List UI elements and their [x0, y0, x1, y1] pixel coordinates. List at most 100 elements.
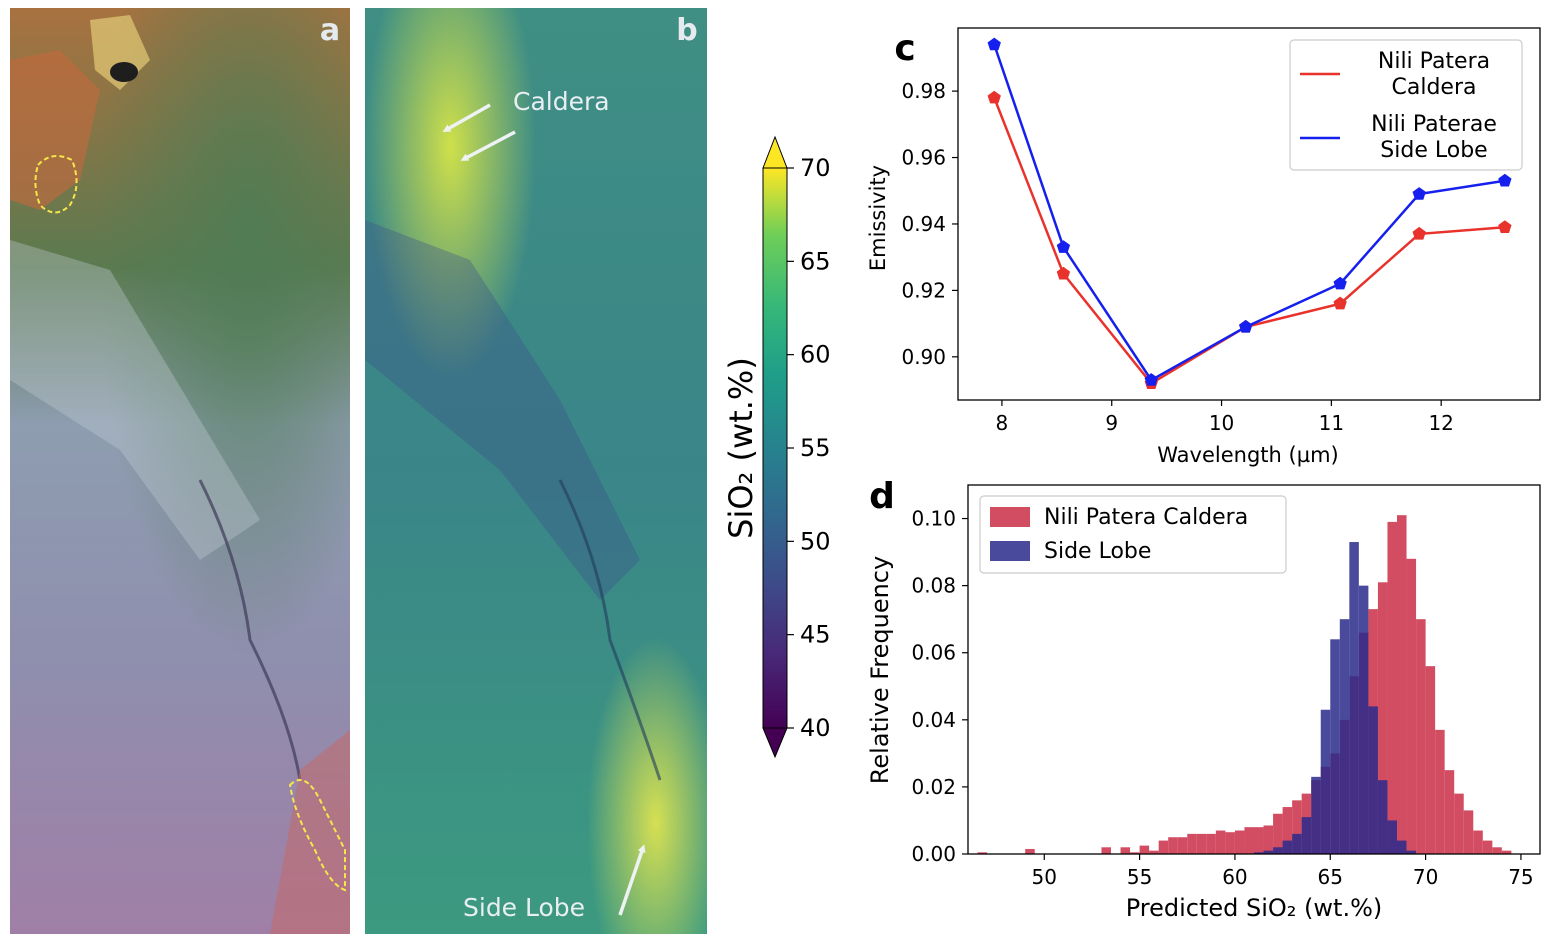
chart-d-ytick-label: 0.08: [911, 574, 956, 598]
panel-c-chart: 8 9 10 11 12 0.90 0.92 0.94 0.96 0.98 Wavelength …: [866, 27, 1541, 467]
legend-swatch-side-lobe: [990, 541, 1030, 561]
histogram-bar-nili-patera-caldera: [1149, 850, 1159, 854]
histogram-bar-nili-patera-caldera: [1244, 827, 1254, 854]
histogram-bar-side-lobe: [1406, 850, 1417, 854]
histogram-bar-side-lobe: [1320, 709, 1331, 854]
data-point-nili-patera-caldera: [1412, 226, 1426, 240]
chart-d-bars: [977, 515, 1512, 854]
chart-d-ytick-label: 0.00: [911, 842, 956, 866]
chart-d-xtick-label: 75: [1508, 865, 1533, 889]
chart-c-ytick-label: 0.98: [901, 79, 946, 103]
caldera-arrow-2: [460, 130, 516, 161]
histogram-bar-nili-patera-caldera: [1101, 847, 1111, 854]
histogram-bar-nili-patera-caldera: [1196, 833, 1207, 854]
colorbar: 70 65 60 55 50 45 40 SiO₂ (wt.%): [722, 135, 831, 759]
histogram-bar-nili-patera-caldera: [1501, 850, 1512, 854]
chart-c-xtick-label: 10: [1209, 411, 1234, 435]
histogram-bar-nili-patera-caldera: [1282, 807, 1293, 854]
histogram-bar-side-lobe: [1273, 847, 1283, 854]
data-point-nili-patera-caldera: [1498, 220, 1512, 233]
chart-d-legend: Nili Patera Caldera Side Lobe: [979, 495, 1287, 574]
data-point-nili-paterae-side-lobe: [1056, 240, 1071, 253]
chart-d-ytick-label: 0.04: [911, 708, 956, 732]
colorbar-extend-bottom: [762, 727, 788, 759]
legend-label-nili-paterae-side-lobe-line2: Side Lobe: [1380, 138, 1487, 163]
chart-d-ylabel: Relative Frequency: [866, 556, 894, 784]
histogram-bar-nili-patera-caldera: [1177, 837, 1188, 854]
colorbar-extend-top: [762, 135, 788, 169]
histogram-bar-nili-patera-caldera: [1215, 830, 1226, 854]
histogram-bar-nili-patera-caldera: [1492, 847, 1502, 854]
histogram-bar-nili-patera-caldera: [1387, 521, 1397, 854]
chart-c-ylabel: Emissivity: [866, 165, 890, 271]
chart-c-frame: [957, 27, 1541, 401]
chart-c-ytick-label: 0.90: [901, 345, 946, 369]
panel-d-chart: 50 55 60 65 70 75 0.00 0.02 0.04 0.06 0.08 0.10 Pre…: [866, 476, 1541, 922]
histogram-bar-nili-patera-caldera: [1444, 770, 1455, 854]
map-a-dark-crater: [110, 62, 138, 82]
map-b-scarp: [558, 479, 662, 781]
histogram-bar-side-lobe: [1292, 833, 1302, 854]
histogram-bar-side-lobe: [1368, 706, 1378, 854]
chart-d-xtick-label: 55: [1127, 865, 1152, 889]
data-point-nili-patera-caldera: [1333, 296, 1347, 310]
panel-label-b: b: [676, 13, 697, 48]
legend-label-side-lobe: Side Lobe: [1044, 539, 1151, 564]
chart-d-frame: [967, 484, 1541, 855]
chart-c-xtick-label: 12: [1428, 411, 1453, 435]
data-point-nili-paterae-side-lobe: [987, 37, 1001, 51]
map-a-side-lobe-unit: [270, 730, 350, 934]
histogram-bar-nili-patera-caldera: [1254, 827, 1264, 854]
histogram-bar-side-lobe: [1387, 820, 1397, 854]
histogram-bar-side-lobe: [1377, 780, 1388, 854]
colorbar-tick-label: 70: [800, 154, 831, 182]
histogram-bar-side-lobe: [1263, 850, 1274, 854]
panel-label-c: c: [894, 28, 915, 69]
chart-d-ytick-label: 0.10: [911, 507, 956, 531]
histogram-bar-side-lobe: [1349, 542, 1359, 854]
histogram-bar-nili-patera-caldera: [1263, 825, 1274, 854]
histogram-bar-side-lobe: [1339, 619, 1350, 854]
caldera-arrow-1: [442, 103, 491, 132]
histogram-bar-nili-patera-caldera: [1225, 832, 1235, 854]
map-a-caldera-outline: [34, 155, 78, 214]
map-a-side-lobe-outline: [288, 779, 346, 892]
chart-c-xtick-label: 11: [1319, 411, 1344, 435]
histogram-bar-nili-patera-caldera: [1168, 837, 1178, 854]
histogram-bar-side-lobe: [1311, 776, 1321, 854]
chart-d-xtick-label: 60: [1222, 865, 1247, 889]
legend-label-nili-patera-caldera: Nili Patera Caldera: [1044, 505, 1248, 530]
side-lobe-arrow: [618, 844, 646, 916]
histogram-bar-nili-patera-caldera: [1454, 793, 1464, 854]
colorbar-tick-label: 45: [800, 621, 831, 649]
histogram-bar-nili-patera-caldera: [1377, 582, 1388, 854]
colorbar-tick-label: 50: [800, 527, 831, 555]
histogram-bar-nili-patera-caldera: [1416, 619, 1426, 854]
chart-d-ticks: 50 55 60 65 70 75 0.00 0.02 0.04 0.06 0.08 0.10: [911, 507, 1533, 889]
histogram-bar-nili-patera-caldera: [1187, 833, 1197, 854]
panel-label-d: d: [869, 476, 895, 517]
colorbar-tick-label: 40: [800, 714, 831, 742]
histogram-bar-nili-patera-caldera: [1139, 845, 1150, 854]
chart-d-xlabel: Predicted SiO₂ (wt.%): [1126, 894, 1383, 922]
histogram-bar-side-lobe: [1254, 852, 1264, 854]
histogram-bar-side-lobe: [1282, 840, 1293, 854]
histogram-bar-side-lobe: [1358, 585, 1369, 854]
histogram-bar-nili-patera-caldera: [1482, 840, 1493, 854]
histogram-bar-nili-patera-caldera: [1435, 729, 1445, 854]
histogram-bar-nili-patera-caldera: [1473, 830, 1483, 854]
data-point-nili-paterae-side-lobe: [1333, 276, 1347, 290]
chart-d-xtick-label: 70: [1413, 865, 1438, 889]
legend-label-nili-patera-caldera-line1: Nili Patera: [1378, 49, 1490, 74]
histogram-bar-nili-patera-caldera: [1206, 833, 1216, 854]
panel-a-map: a: [10, 8, 350, 934]
map-b-side-lobe-high-silica: [365, 8, 707, 934]
chart-c-ytick-label: 0.96: [901, 146, 946, 170]
colorbar-tick-label: 60: [800, 341, 831, 369]
legend-swatch-nili-patera-caldera: [990, 507, 1030, 527]
chart-c-series: [987, 37, 1512, 390]
side-lobe-label: Side Lobe: [463, 893, 585, 922]
histogram-bar-nili-patera-caldera: [1273, 813, 1283, 854]
map-a-dune-field: [10, 240, 260, 560]
histogram-bar-nili-patera-caldera: [1234, 830, 1245, 854]
